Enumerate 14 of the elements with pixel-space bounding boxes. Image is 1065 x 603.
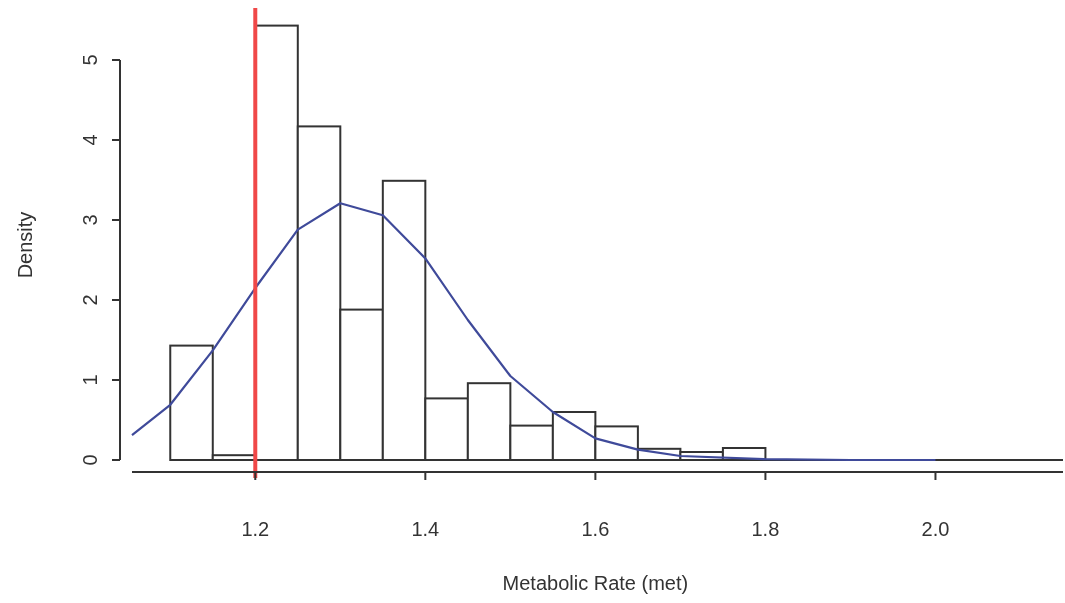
x-tick-label: 1.6 — [581, 518, 610, 540]
y-tick-label: 2 — [79, 294, 101, 306]
y-tick-label: 0 — [79, 454, 101, 466]
y-tick-label: 1 — [79, 374, 101, 386]
y-axis-title: Density — [14, 211, 36, 279]
x-tick-label: 1.2 — [241, 518, 270, 540]
y-tick-label: 5 — [79, 54, 101, 66]
x-tick-label: 1.8 — [751, 518, 780, 540]
y-tick-label: 3 — [79, 214, 101, 226]
x-tick-label: 1.4 — [411, 518, 440, 540]
y-tick-label: 4 — [79, 134, 101, 146]
line-series — [130, 202, 937, 462]
x-tick-label: 2.0 — [921, 518, 950, 540]
x-axis-title: Metabolic Rate (met) — [502, 572, 689, 594]
